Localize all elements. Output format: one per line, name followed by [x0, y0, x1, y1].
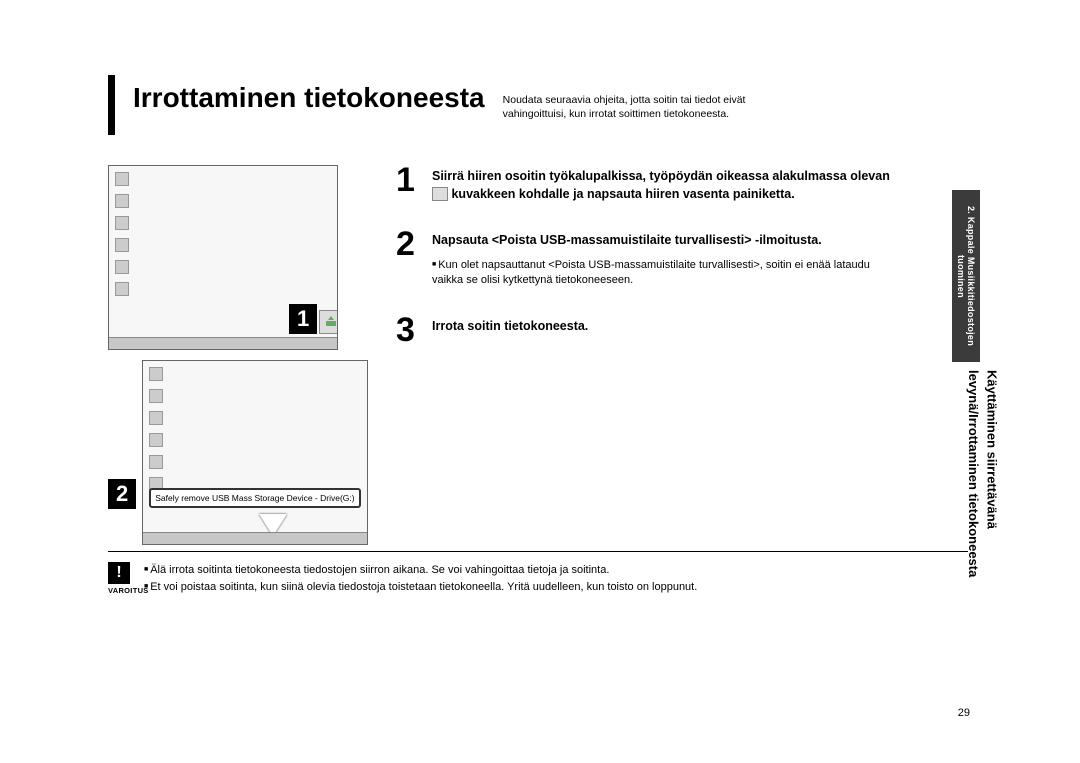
- section-tab-line1: Käyttäminen siirrettävänä: [984, 370, 999, 529]
- warning-icon: !: [108, 562, 130, 584]
- chapter-tab: 2. Kappale Musiikkitiedostojen tuominen: [952, 190, 980, 362]
- page-title: Irrottaminen tietokoneesta: [133, 75, 485, 114]
- step-3-bold: Irrota soitin tietokoneesta.: [432, 319, 588, 333]
- page-number: 29: [958, 707, 970, 719]
- tray-icon: [319, 310, 338, 334]
- safe-remove-tooltip: Safely remove USB Mass Storage Device - …: [149, 488, 361, 508]
- step-1: 1 Siirrä hiiren osoitin työkalupalkissa,…: [396, 165, 898, 203]
- screenshots-column: 1 2 Safely remove USB Mass Storage Devic…: [108, 165, 368, 545]
- warning-body: Älä irrota soitinta tietokoneesta tiedos…: [144, 562, 697, 595]
- warning-section: ! VAROITUS Älä irrota soitinta tietokone…: [108, 551, 968, 595]
- step-2-body: Napsauta <Poista USB-massamuisti­laite t…: [432, 229, 898, 289]
- safe-remove-tooltip-wrap: Safely remove USB Mass Storage Device - …: [149, 488, 361, 508]
- step-1-text-before: Siirrä hiiren osoitin työkalupalkissa, t…: [432, 169, 890, 183]
- step-2-note-text: Kun olet napsauttanut <Poista USB-mas­sa…: [432, 259, 870, 287]
- title-rule: [108, 75, 115, 135]
- screenshot-2-wrap: 2 Safely remove USB Mass Storage Device …: [108, 360, 368, 545]
- intro-text: Noudata seuraavia ohjeita, jotta soitin …: [503, 75, 763, 121]
- step-2-note: Kun olet napsauttanut <Poista USB-mas­sa…: [432, 258, 898, 290]
- callout-1-number: 1: [289, 304, 317, 334]
- side-tab: 2. Kappale Musiikkitiedostojen tuominen …: [952, 190, 1008, 662]
- desktop-icons-2: [149, 367, 163, 491]
- screenshot-1: 1: [108, 165, 338, 350]
- step-3: 3 Irrota soitin tietokoneesta.: [396, 315, 898, 346]
- page: Irrottaminen tietokoneesta Noudata seura…: [108, 75, 968, 695]
- callout-1: 1: [289, 304, 338, 334]
- step-3-body: Irrota soitin tietokoneesta.: [432, 315, 588, 346]
- step-3-number: 3: [396, 315, 422, 346]
- taskbar: [109, 337, 337, 349]
- step-2-bold: Napsauta <Poista USB-massamuisti­laite t…: [432, 233, 822, 247]
- warning-item-1: Älä irrota soitinta tietokoneesta tiedos…: [144, 562, 697, 579]
- step-2: 2 Napsauta <Poista USB-massamuisti­laite…: [396, 229, 898, 289]
- content-row: 1 2 Safely remove USB Mass Storage Devic…: [108, 165, 968, 545]
- step-1-body: Siirrä hiiren osoitin työkalupalkissa, t…: [432, 165, 898, 203]
- desktop-icons: [115, 172, 129, 296]
- title-bar: Irrottaminen tietokoneesta Noudata seura…: [108, 75, 968, 135]
- section-tab-line2: levynä/Irrottaminen tietokoneesta: [966, 370, 981, 577]
- callout-2-number: 2: [108, 479, 136, 509]
- steps-column: 1 Siirrä hiiren osoitin työkalupalkissa,…: [396, 165, 968, 545]
- section-tab: Käyttäminen siirrettävänä levynä/Irrotta…: [952, 362, 1004, 662]
- step-1-number: 1: [396, 165, 422, 203]
- screenshot-2: Safely remove USB Mass Storage Device - …: [142, 360, 368, 545]
- taskbar-2: [143, 532, 367, 544]
- step-1-text-after: kuvakkeen kohdalle ja napsauta hiiren va…: [451, 187, 794, 201]
- step-2-number: 2: [396, 229, 422, 289]
- tray-inline-icon: [432, 187, 448, 201]
- warning-label: VAROITUS: [108, 586, 134, 595]
- warning-item-2: Et voi poistaa soitinta, kun siinä olevi…: [144, 579, 697, 596]
- warning-icon-block: ! VAROITUS: [108, 562, 134, 595]
